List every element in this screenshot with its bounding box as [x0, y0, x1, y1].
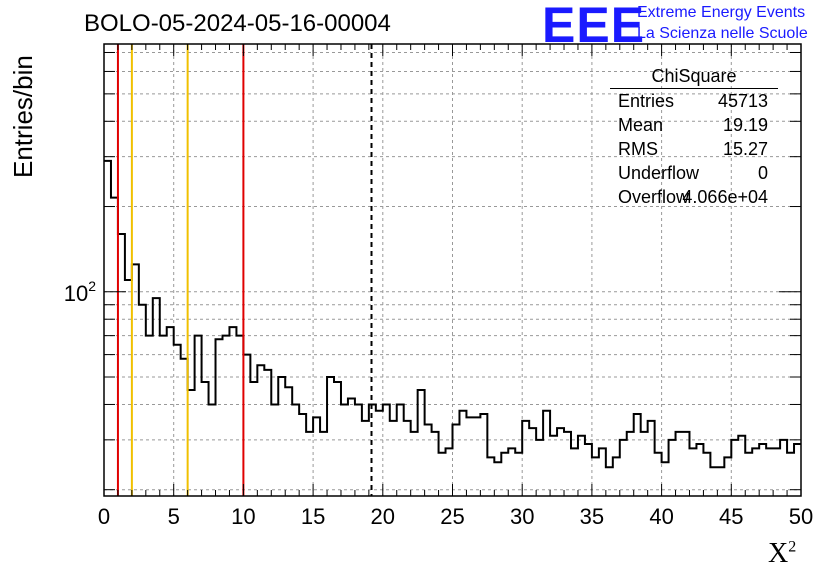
stats-value: 0 [757, 163, 768, 183]
stats-row-underflow: Underflow 0 [610, 163, 778, 187]
stats-row-overflow: Overflow 4.066e+04 [610, 187, 778, 211]
stats-key: Entries [618, 91, 675, 111]
stats-row-entries: Entries 45713 [610, 91, 778, 115]
stats-value: 19.19 [722, 115, 768, 135]
y-tick-label: 102 [64, 278, 96, 306]
x-axis-label-sup: 2 [788, 538, 797, 556]
x-tick-label: 0 [98, 504, 110, 529]
chart-title: BOLO-05-2024-05-16-00004 [84, 10, 391, 37]
stats-key: RMS [618, 139, 658, 159]
x-tick-label: 45 [719, 504, 743, 529]
x-tick-label: 20 [371, 504, 395, 529]
x-tick-label: 15 [301, 504, 325, 529]
x-tick-label: 5 [168, 504, 180, 529]
logo-line-1: Extreme Energy Events [637, 4, 806, 21]
y-axis-label: Entries/bin [8, 55, 38, 178]
stats-title: ChiSquare [610, 66, 778, 89]
x-tick-label: 25 [440, 504, 464, 529]
x-tick-label: 30 [510, 504, 534, 529]
stats-key: Overflow [618, 187, 690, 207]
logo-line-2: La Scienza nelle Scuole [637, 25, 808, 42]
stats-key: Mean [618, 115, 664, 135]
x-axis-label-base: X [768, 538, 789, 569]
x-tick-label: 10 [231, 504, 255, 529]
x-tick-label: 50 [789, 504, 813, 529]
logo-mark: EEE [542, 0, 646, 53]
stats-value: 4.066e+04 [682, 187, 768, 207]
x-tick-label: 35 [580, 504, 604, 529]
stats-row-mean: Mean 19.19 [610, 115, 778, 139]
x-axis-label: X2 [768, 538, 796, 570]
stats-value: 45713 [717, 91, 768, 111]
stats-key: Underflow [618, 163, 700, 183]
histogram-series [104, 159, 801, 469]
stats-row-rms: RMS 15.27 [610, 139, 778, 163]
stats-box: ChiSquare Entries 45713 Mean 19.19 RMS 15.2… [610, 66, 778, 211]
stats-value: 15.27 [722, 139, 768, 159]
x-tick-label: 40 [649, 504, 673, 529]
